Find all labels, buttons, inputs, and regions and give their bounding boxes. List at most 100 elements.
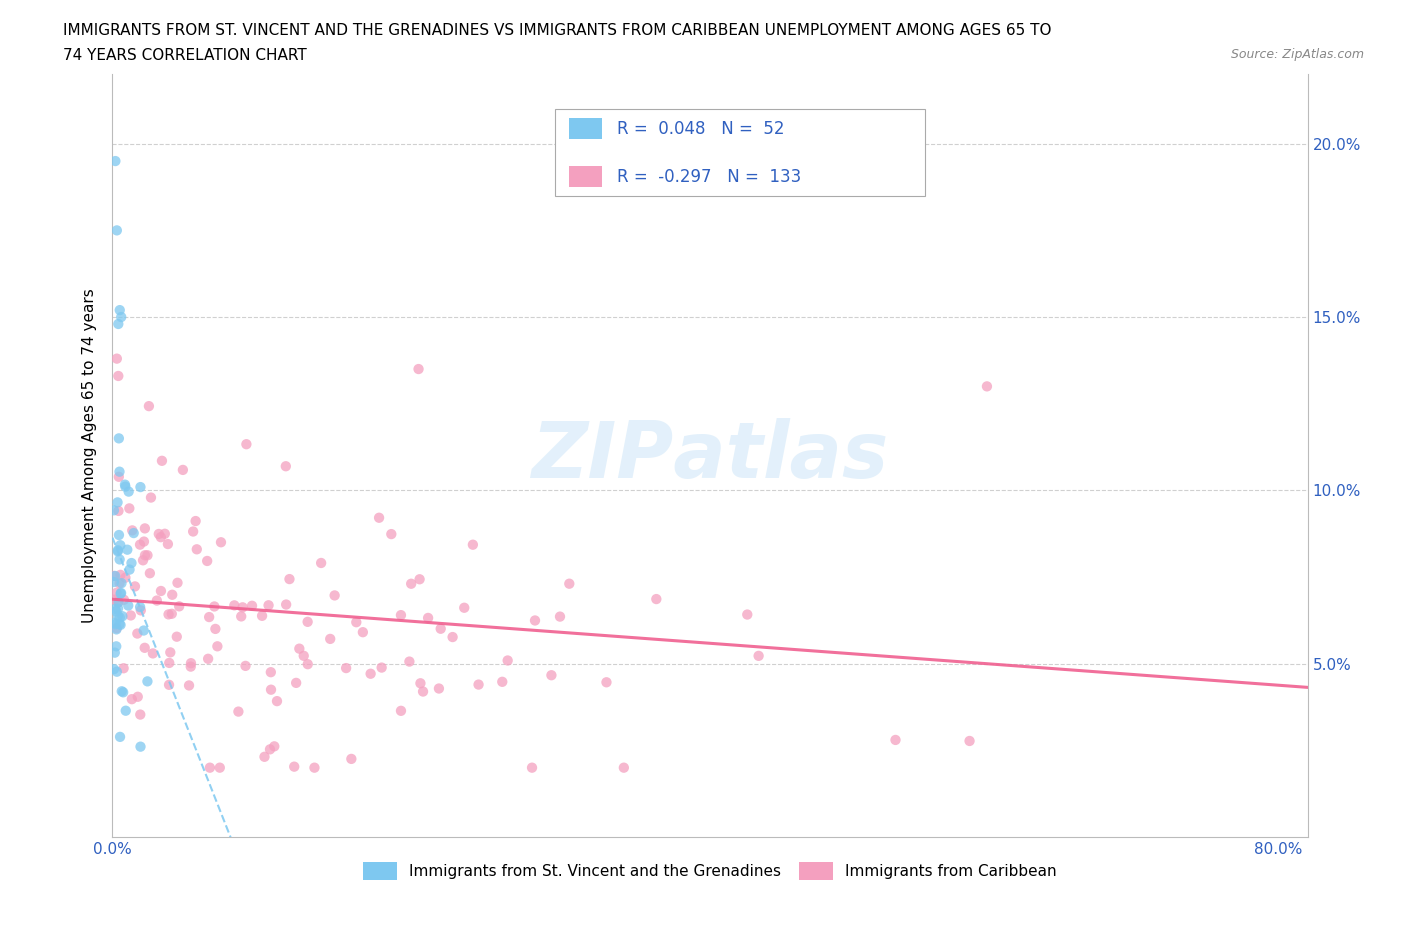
Point xyxy=(112,592,135,607)
Point xyxy=(172,462,194,477)
Point xyxy=(107,595,129,610)
Point xyxy=(959,734,981,749)
Point xyxy=(110,586,132,601)
Point xyxy=(344,615,367,630)
Point xyxy=(114,479,136,494)
Point xyxy=(129,600,152,615)
Point xyxy=(124,579,146,594)
Point xyxy=(250,608,273,623)
Point xyxy=(103,568,125,583)
Point xyxy=(453,600,475,615)
Point xyxy=(104,617,127,631)
Point xyxy=(103,662,125,677)
Point xyxy=(748,648,770,663)
Point xyxy=(399,577,422,591)
Point xyxy=(110,310,132,325)
Point xyxy=(323,588,346,603)
Point xyxy=(976,379,998,393)
Point xyxy=(441,630,464,644)
Point xyxy=(129,538,152,552)
Point xyxy=(105,639,128,654)
Point xyxy=(114,477,136,492)
Point xyxy=(263,739,285,754)
Point xyxy=(292,648,315,663)
Text: ZIP​atlas: ZIP​atlas xyxy=(531,418,889,494)
Point xyxy=(408,572,430,587)
Point xyxy=(266,694,288,709)
Text: R =  -0.297   N =  133: R = -0.297 N = 133 xyxy=(617,167,801,186)
Point xyxy=(335,660,357,675)
Point xyxy=(120,608,142,623)
Point xyxy=(110,567,132,582)
Point xyxy=(157,656,180,671)
Point xyxy=(118,501,141,516)
Point xyxy=(105,620,128,635)
Point xyxy=(389,607,412,622)
Point xyxy=(159,644,181,659)
Point xyxy=(257,598,280,613)
Point xyxy=(118,485,141,499)
Point xyxy=(540,668,562,683)
Point xyxy=(107,503,129,518)
Point xyxy=(107,495,129,510)
Point xyxy=(108,552,131,567)
Point xyxy=(232,600,254,615)
Point xyxy=(105,622,128,637)
Point xyxy=(129,739,152,754)
Point xyxy=(157,677,180,692)
Point xyxy=(319,631,342,646)
Point xyxy=(104,568,127,583)
Point xyxy=(122,525,145,540)
Point xyxy=(160,588,183,603)
Point xyxy=(114,570,136,585)
Point xyxy=(209,535,232,550)
Point xyxy=(105,223,128,238)
Point xyxy=(166,576,188,591)
Point xyxy=(110,586,132,601)
Point xyxy=(548,609,571,624)
Point xyxy=(276,597,298,612)
Point xyxy=(228,704,250,719)
Point xyxy=(166,630,188,644)
Point xyxy=(107,601,129,616)
Point xyxy=(558,577,581,591)
Point xyxy=(491,674,513,689)
Point xyxy=(240,598,263,613)
Point xyxy=(150,453,173,468)
Point xyxy=(105,585,128,600)
Point xyxy=(160,606,183,621)
Point xyxy=(114,703,136,718)
Point xyxy=(108,576,131,591)
Point xyxy=(297,615,319,630)
Point xyxy=(142,646,165,661)
Point xyxy=(105,664,128,679)
Point xyxy=(260,665,283,680)
Point xyxy=(235,658,257,673)
Point xyxy=(105,604,128,618)
Point xyxy=(181,525,204,539)
Point xyxy=(110,538,132,552)
Point xyxy=(107,368,129,383)
Point xyxy=(104,602,127,617)
Point xyxy=(107,608,129,623)
Point xyxy=(1310,525,1333,539)
Point xyxy=(107,544,129,559)
Point xyxy=(110,576,132,591)
Point xyxy=(111,609,134,624)
Point xyxy=(146,593,169,608)
Point xyxy=(274,458,297,473)
Point xyxy=(103,575,125,590)
Point xyxy=(112,684,135,699)
Point xyxy=(613,760,636,775)
Point xyxy=(129,707,152,722)
Point xyxy=(108,302,131,317)
Point xyxy=(177,678,200,693)
Point xyxy=(157,607,180,622)
Point xyxy=(253,750,276,764)
Point xyxy=(103,592,125,607)
Point xyxy=(129,480,152,495)
Point xyxy=(108,610,131,625)
Point xyxy=(427,681,450,696)
Point xyxy=(108,617,131,631)
Point xyxy=(208,760,231,775)
